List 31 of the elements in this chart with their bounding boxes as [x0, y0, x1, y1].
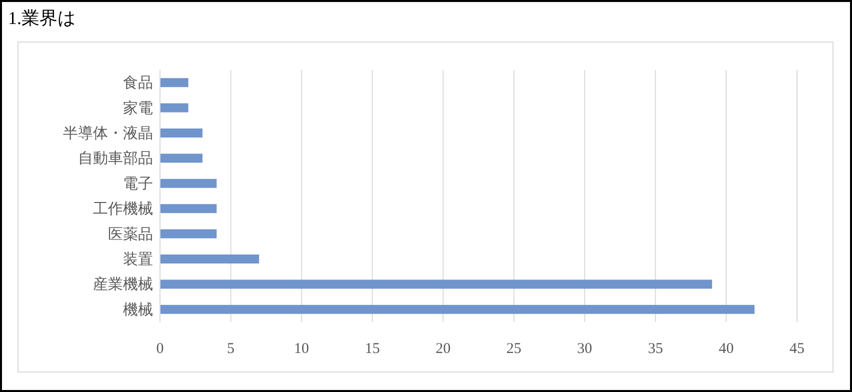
- y-tick-label: 半導体・液晶: [63, 125, 153, 142]
- x-tick-label: 25: [506, 341, 522, 357]
- x-tick-label: 20: [436, 341, 451, 357]
- x-tick-label: 30: [577, 341, 592, 357]
- bar: [160, 103, 188, 112]
- chart-title: 1.業界は: [8, 8, 76, 28]
- y-tick-label: 工作機械: [93, 200, 153, 218]
- x-tick-label: 35: [648, 341, 663, 357]
- bar: [160, 178, 217, 188]
- y-tick-label: 家電: [123, 100, 153, 117]
- x-tick-label: 5: [227, 341, 235, 357]
- y-tick-label: 食品: [123, 74, 153, 92]
- x-tick-label: 0: [156, 341, 164, 357]
- bar: [160, 280, 712, 289]
- y-tick-label: 産業機械: [93, 276, 153, 294]
- x-tick-label: 15: [364, 341, 380, 357]
- y-tick-label: 装置: [123, 251, 153, 268]
- bar: [160, 204, 217, 214]
- bar: [160, 128, 202, 138]
- x-tick-label: 10: [294, 341, 310, 357]
- x-tick-label: 40: [718, 341, 734, 357]
- bar: [160, 254, 260, 264]
- y-tick-label: 機械: [123, 301, 153, 318]
- bar: [160, 304, 755, 314]
- y-tick-label: 自動車部品: [78, 150, 153, 168]
- y-tick-label: 医薬品: [108, 226, 153, 243]
- x-tick-label: 45: [790, 341, 804, 357]
- y-tick-label: 電子: [123, 176, 153, 192]
- bar: [160, 154, 202, 163]
- bar: [160, 229, 217, 238]
- bar: [160, 78, 188, 88]
